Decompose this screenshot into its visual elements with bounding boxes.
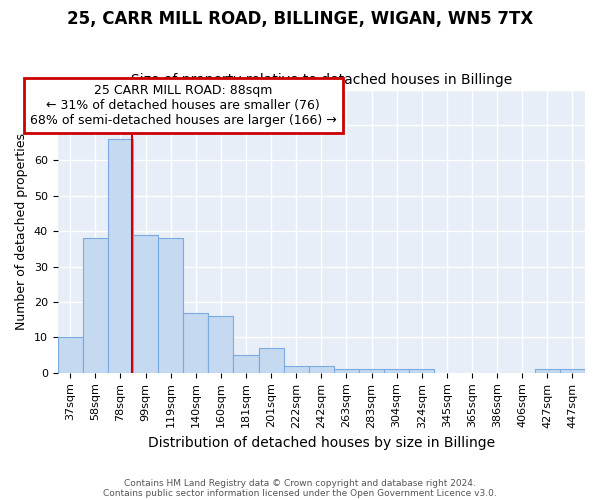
Text: 25 CARR MILL ROAD: 88sqm
← 31% of detached houses are smaller (76)
68% of semi-d: 25 CARR MILL ROAD: 88sqm ← 31% of detach…: [30, 84, 337, 127]
Bar: [233, 355, 259, 373]
Bar: [384, 370, 409, 373]
Bar: [284, 366, 309, 373]
Bar: [409, 370, 434, 373]
Text: 25, CARR MILL ROAD, BILLINGE, WIGAN, WN5 7TX: 25, CARR MILL ROAD, BILLINGE, WIGAN, WN5…: [67, 10, 533, 28]
Title: Size of property relative to detached houses in Billinge: Size of property relative to detached ho…: [131, 73, 512, 87]
Bar: [158, 238, 183, 373]
Bar: [133, 234, 158, 373]
Bar: [560, 370, 585, 373]
Bar: [183, 312, 208, 373]
Bar: [259, 348, 284, 373]
Bar: [334, 370, 359, 373]
Y-axis label: Number of detached properties: Number of detached properties: [15, 132, 28, 330]
X-axis label: Distribution of detached houses by size in Billinge: Distribution of detached houses by size …: [148, 436, 495, 450]
Bar: [359, 370, 384, 373]
Bar: [83, 238, 108, 373]
Text: Contains public sector information licensed under the Open Government Licence v3: Contains public sector information licen…: [103, 488, 497, 498]
Bar: [108, 139, 133, 373]
Bar: [309, 366, 334, 373]
Bar: [535, 370, 560, 373]
Bar: [208, 316, 233, 373]
Bar: [58, 338, 83, 373]
Text: Contains HM Land Registry data © Crown copyright and database right 2024.: Contains HM Land Registry data © Crown c…: [124, 478, 476, 488]
